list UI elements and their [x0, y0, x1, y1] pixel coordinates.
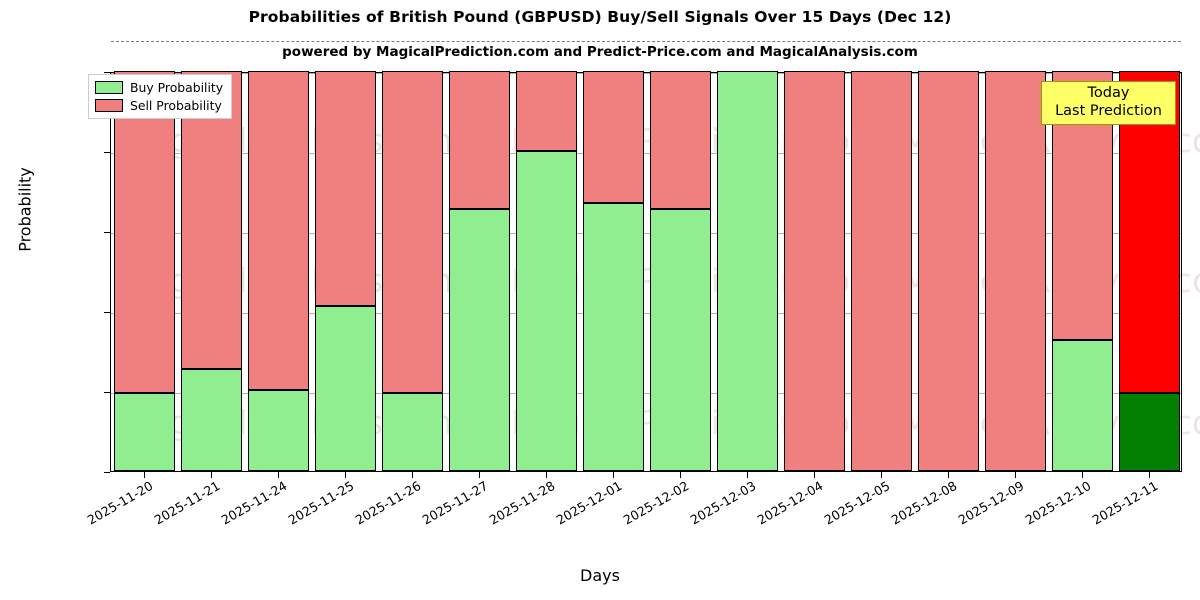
bar-series-container — [111, 71, 1181, 471]
bar-segment-buy[interactable] — [315, 305, 376, 471]
y-gridline — [111, 233, 1181, 234]
y-tick-mark — [104, 232, 110, 233]
y-axis: Probability 020406080100 — [0, 0, 110, 600]
bar-segment-buy[interactable] — [1119, 392, 1180, 471]
bar-segment-buy[interactable] — [449, 208, 510, 471]
chart-title: Probabilities of British Pound (GBPUSD) … — [248, 8, 952, 26]
x-tick-mark — [679, 472, 681, 478]
bar-segment-buy[interactable] — [114, 392, 175, 471]
bar-segment-sell[interactable] — [516, 71, 577, 151]
x-axis-label: Days — [580, 566, 620, 585]
bar-segment-sell[interactable] — [449, 71, 510, 209]
x-tick-mark — [411, 472, 413, 478]
y-gridline — [111, 73, 1181, 74]
x-tick-mark — [612, 472, 614, 478]
x-tick-mark — [143, 472, 145, 478]
x-tick-mark — [746, 472, 748, 478]
x-tick-mark — [813, 472, 815, 478]
bar-segment-buy[interactable] — [382, 392, 443, 471]
bar-segment-sell[interactable] — [181, 71, 242, 369]
bar-2025-12-03[interactable] — [717, 71, 778, 471]
bar-segment-buy[interactable] — [248, 389, 309, 471]
x-tick-mark — [880, 472, 882, 478]
chart-subtitle: powered by MagicalPrediction.com and Pre… — [282, 44, 918, 60]
bar-segment-buy[interactable] — [650, 208, 711, 471]
y-gridline — [111, 313, 1181, 314]
bar-2025-12-01[interactable] — [583, 71, 644, 471]
bar-2025-11-28[interactable] — [516, 71, 577, 471]
bar-2025-11-20[interactable] — [114, 71, 175, 471]
legend: Buy Probability Sell Probability — [88, 74, 233, 119]
legend-swatch-sell — [95, 99, 123, 112]
today-annotation-line2: Last Prediction — [1055, 102, 1162, 119]
legend-label-sell: Sell Probability — [130, 98, 222, 113]
bar-2025-12-05[interactable] — [851, 71, 912, 471]
bar-2025-11-21[interactable] — [181, 71, 242, 471]
bar-segment-sell[interactable] — [985, 71, 1046, 471]
y-gridline — [111, 393, 1181, 394]
today-annotation-line1: Today — [1087, 85, 1130, 101]
x-tick-mark — [1081, 472, 1083, 478]
legend-label-buy: Buy Probability — [130, 80, 224, 95]
x-tick-mark — [277, 472, 279, 478]
y-tick-mark — [104, 72, 110, 73]
y-axis-label: Probability — [15, 167, 35, 252]
bar-segment-sell[interactable] — [784, 71, 845, 471]
bar-segment-buy[interactable] — [717, 71, 778, 471]
bar-2025-12-11[interactable] — [1119, 71, 1180, 471]
bar-segment-buy[interactable] — [583, 203, 644, 471]
bar-2025-11-26[interactable] — [382, 71, 443, 471]
y-tick-mark — [104, 312, 110, 313]
legend-swatch-buy — [95, 81, 123, 94]
bar-segment-buy[interactable] — [1052, 339, 1113, 471]
bar-2025-12-09[interactable] — [985, 71, 1046, 471]
bar-segment-sell[interactable] — [382, 71, 443, 393]
y-tick-mark — [104, 472, 110, 473]
legend-item-sell: Sell Probability — [95, 98, 223, 113]
bar-segment-buy[interactable] — [181, 368, 242, 471]
y-tick-mark — [104, 392, 110, 393]
x-tick-mark — [344, 472, 346, 478]
bar-2025-11-25[interactable] — [315, 71, 376, 471]
today-annotation: Today Last Prediction — [1041, 81, 1176, 126]
reference-dashed-line — [111, 41, 1181, 42]
bar-segment-buy[interactable] — [516, 151, 577, 471]
bar-segment-sell[interactable] — [114, 71, 175, 393]
x-tick-mark — [545, 472, 547, 478]
bar-segment-sell[interactable] — [248, 71, 309, 390]
legend-item-buy: Buy Probability — [95, 80, 223, 95]
bar-segment-sell[interactable] — [851, 71, 912, 471]
x-tick-mark — [1148, 472, 1150, 478]
bar-2025-11-27[interactable] — [449, 71, 510, 471]
bar-segment-sell[interactable] — [583, 71, 644, 203]
bar-segment-sell[interactable] — [315, 71, 376, 306]
bar-segment-sell[interactable] — [918, 71, 979, 471]
bar-2025-12-10[interactable] — [1052, 71, 1113, 471]
x-tick-mark — [947, 472, 949, 478]
y-gridline — [111, 153, 1181, 154]
bar-segment-sell[interactable] — [650, 71, 711, 209]
x-tick-mark — [1014, 472, 1016, 478]
bar-2025-12-04[interactable] — [784, 71, 845, 471]
bar-2025-11-24[interactable] — [248, 71, 309, 471]
bar-2025-12-02[interactable] — [650, 71, 711, 471]
x-tick-mark — [210, 472, 212, 478]
plot-area: MagicalAnalysis.comMagicalPrediction.com… — [110, 41, 1200, 472]
y-tick-mark — [104, 152, 110, 153]
bar-2025-12-08[interactable] — [918, 71, 979, 471]
x-tick-mark — [478, 472, 480, 478]
